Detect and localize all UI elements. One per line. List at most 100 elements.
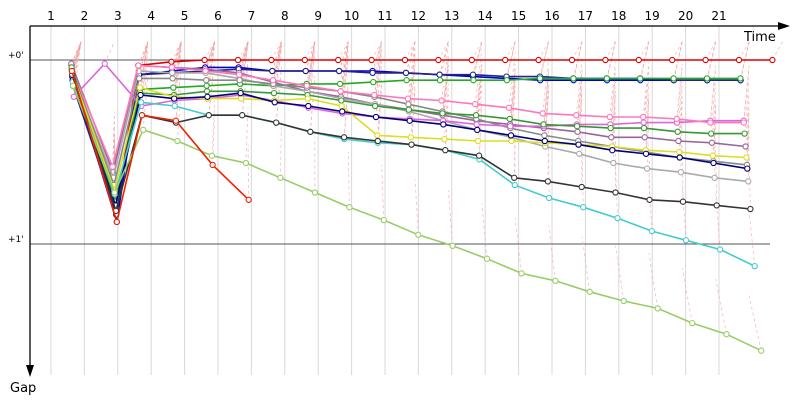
x-tick-label: 8 [281,9,289,23]
series-point [307,128,314,135]
series-point [473,121,480,128]
series-point [68,67,76,75]
series-line [72,68,741,215]
series-point [576,150,583,157]
series-point [271,99,278,106]
lap-connector [404,41,416,61]
series-point [570,75,577,82]
x-tick-label: 12 [411,9,426,23]
series-point [614,215,621,222]
series-point [609,147,616,154]
series-point [201,56,208,64]
series-point [505,104,513,111]
series-point [273,119,280,126]
series-point [335,56,342,64]
lap-connector [275,67,282,123]
series-point [674,128,681,135]
series-point [439,110,446,117]
series-point [511,174,518,181]
series-point [472,112,480,119]
series-point [578,183,585,191]
series-point [574,128,581,135]
y-axis-label: Gap [10,381,36,396]
lap-connector [247,144,250,200]
lap-connector [715,278,727,335]
series-point [603,75,610,82]
series-point [401,56,409,64]
series-point [111,189,118,196]
series-point [677,169,684,176]
x-tick-label: 1 [47,9,55,23]
series-point [742,143,749,150]
series-point [507,123,514,130]
series-point [545,194,553,202]
series-point [302,67,309,75]
series-point [769,56,776,64]
series-point [136,84,144,91]
series-point [607,124,614,132]
series-point [610,159,617,167]
tick-labels: 1 2 3 4 5 6 7 8 9 10 11 12 13 14 15 16 17 18 19 20 21+0'+1' [8,9,727,245]
lap-connector [372,41,383,83]
series-point [640,113,647,121]
series-point [648,227,656,235]
x-tick-label: 15 [511,9,526,23]
series-point [415,231,422,238]
x-axis-label: Time [743,30,776,45]
series-point [508,137,515,145]
lap-connector [605,41,616,61]
series-point [483,255,491,262]
series-point [744,165,751,172]
series-point [440,121,447,128]
series-lines [68,56,776,354]
series-point [380,216,387,224]
series-point [171,102,178,110]
x-tick-label: 13 [444,9,459,23]
lap-connector [681,267,693,324]
series-point [573,112,580,119]
series-point [202,67,209,75]
series-point [340,134,348,141]
series-point [541,132,548,139]
series-point [758,347,765,354]
series-point [710,159,717,167]
y-axis-arrow [26,365,34,377]
series-point [203,77,210,84]
series-point [239,112,246,119]
lap-connector [272,41,282,84]
series-point [209,161,216,169]
series-point [237,95,245,102]
series-point [586,288,593,295]
series-point [404,95,412,102]
series-point [506,115,513,123]
lap-connector [638,41,650,61]
series-point [277,174,284,181]
series-point [368,56,375,64]
x-tick-label: 16 [544,9,559,23]
series-point [406,117,413,124]
y-tick-label: +1' [8,235,24,245]
series-point [743,154,750,161]
lap-connector [309,76,316,132]
series-point [169,69,176,77]
series-point [269,77,277,84]
series-point [346,204,353,211]
series-point [635,56,642,64]
series-point [338,97,345,104]
series-point [679,198,687,205]
series-point [203,82,210,89]
series-point [438,97,445,104]
lap-connector [71,41,82,68]
series-point [168,58,175,65]
series-point [689,319,696,327]
series-point [135,62,142,69]
series-point [304,95,311,102]
lap-connector [615,245,625,302]
series-point [643,165,651,172]
series-point [676,148,683,156]
series-point [669,56,676,64]
series-point [641,134,648,141]
series-point [101,60,108,67]
series-point [606,113,613,121]
